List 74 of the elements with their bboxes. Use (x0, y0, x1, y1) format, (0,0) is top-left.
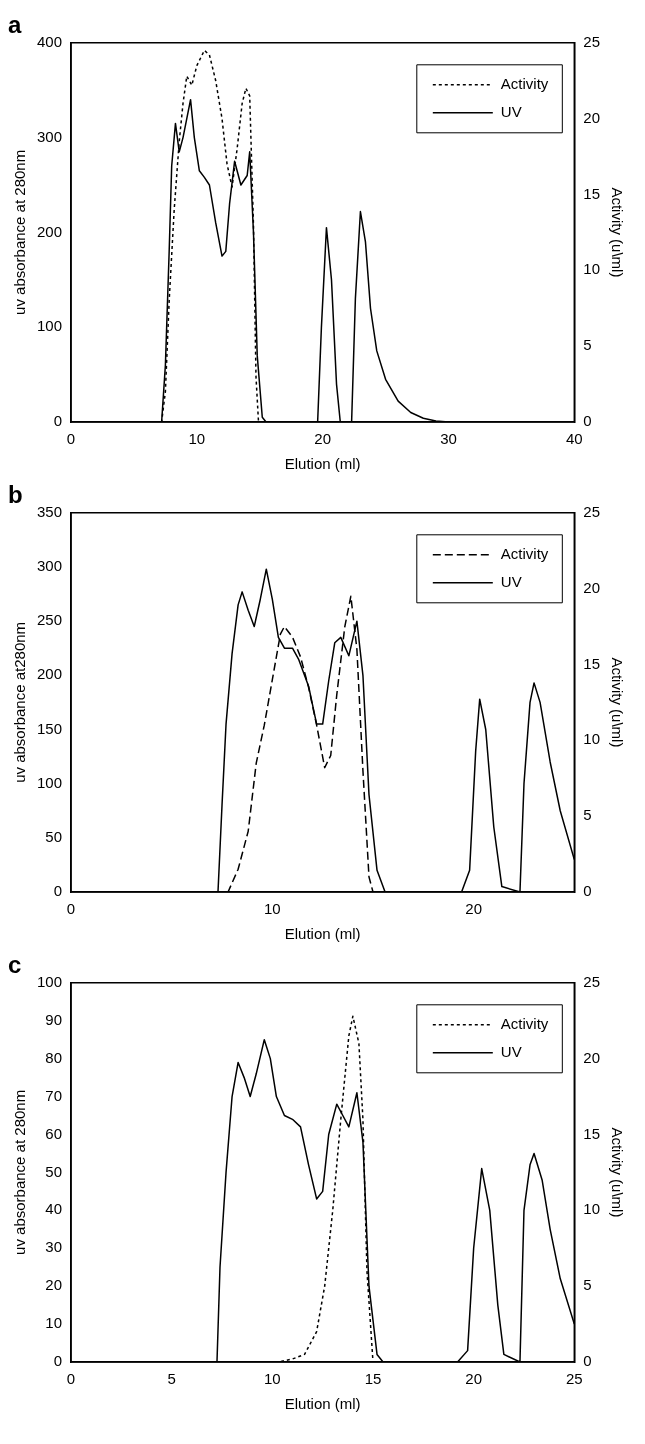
x-tick-label: 40 (565, 430, 583, 448)
y-tick-label: 10 (45, 1314, 63, 1332)
y2-tick-label: 0 (583, 412, 592, 430)
y-tick-label: 0 (53, 1352, 63, 1370)
y-axis-title: uv absorbance at 280nm (11, 149, 29, 315)
y-tick-label: 40 (45, 1200, 63, 1218)
y-tick-label: 0 (53, 882, 63, 900)
y2-tick-label: 10 (583, 260, 600, 278)
y2-axis-title: Activity (u\ml) (608, 1127, 626, 1218)
y-tick-label: 60 (45, 1124, 63, 1142)
legend-label: UV (500, 1042, 522, 1060)
y2-axis-title: Activity (u\ml) (608, 187, 626, 278)
y-tick-label: 70 (45, 1086, 63, 1104)
y-axis-title: uv absorbance at280nm (11, 621, 29, 783)
x-tick-label: 20 (465, 900, 482, 918)
y2-tick-label: 20 (583, 1048, 600, 1066)
y2-tick-label: 10 (583, 1200, 600, 1218)
y-tick-label: 20 (45, 1276, 63, 1294)
legend-label: Activity (500, 74, 549, 92)
legend-label: UV (500, 572, 522, 590)
y-tick-label: 100 (37, 972, 63, 990)
x-tick-label: 25 (565, 1370, 583, 1388)
y-tick-label: 0 (53, 412, 63, 430)
x-axis-title: Elution (ml) (284, 455, 361, 473)
y2-tick-label: 5 (583, 1276, 592, 1294)
y-tick-label: 100 (37, 773, 63, 791)
x-tick-label: 20 (465, 1370, 482, 1388)
y2-tick-label: 0 (583, 1352, 592, 1370)
legend-label: UV (500, 102, 522, 120)
y-tick-label: 50 (45, 1162, 63, 1180)
y-axis-title: uv absorbance at 280nm (11, 1089, 29, 1255)
y2-tick-label: 20 (583, 108, 600, 126)
y-tick-label: 80 (45, 1048, 63, 1066)
chart-title: b (8, 481, 23, 509)
y2-tick-label: 25 (583, 502, 600, 520)
y2-tick-label: 25 (583, 32, 600, 50)
y2-tick-label: 25 (583, 972, 600, 990)
x-tick-label: 0 (66, 900, 76, 918)
legend-label: Activity (500, 544, 549, 562)
x-tick-label: 10 (264, 900, 281, 918)
y-tick-label: 400 (37, 32, 63, 50)
x-axis-title: Elution (ml) (284, 925, 361, 943)
y2-tick-label: 15 (583, 184, 600, 202)
y2-tick-label: 0 (583, 882, 592, 900)
chart-title: c (8, 951, 22, 979)
y-tick-label: 300 (37, 127, 63, 145)
x-tick-label: 15 (364, 1370, 382, 1388)
x-axis-title: Elution (ml) (284, 1395, 361, 1413)
y-tick-label: 30 (45, 1238, 63, 1256)
y2-tick-label: 15 (583, 654, 600, 672)
chart-title: a (8, 11, 22, 39)
y-tick-label: 50 (45, 827, 63, 845)
y2-tick-label: 5 (583, 806, 592, 824)
y-tick-label: 150 (37, 719, 63, 737)
y2-tick-label: 15 (583, 1124, 600, 1142)
y2-axis-title: Activity (u\ml) (608, 657, 626, 748)
y-tick-label: 250 (37, 611, 63, 629)
y2-tick-label: 20 (583, 578, 600, 596)
x-tick-label: 20 (314, 430, 332, 448)
y-tick-label: 90 (45, 1010, 63, 1028)
y2-tick-label: 5 (583, 336, 592, 354)
x-tick-label: 30 (440, 430, 457, 448)
legend-label: Activity (500, 1014, 549, 1032)
y-tick-label: 300 (37, 557, 63, 575)
x-tick-label: 10 (264, 1370, 281, 1388)
y-tick-label: 200 (37, 665, 63, 683)
y-tick-label: 100 (37, 317, 63, 335)
y2-tick-label: 10 (583, 730, 600, 748)
x-tick-label: 5 (167, 1370, 176, 1388)
x-tick-label: 0 (66, 430, 76, 448)
x-tick-label: 0 (66, 1370, 76, 1388)
x-tick-label: 10 (188, 430, 206, 448)
y-tick-label: 350 (37, 502, 63, 520)
y-tick-label: 200 (37, 222, 63, 240)
